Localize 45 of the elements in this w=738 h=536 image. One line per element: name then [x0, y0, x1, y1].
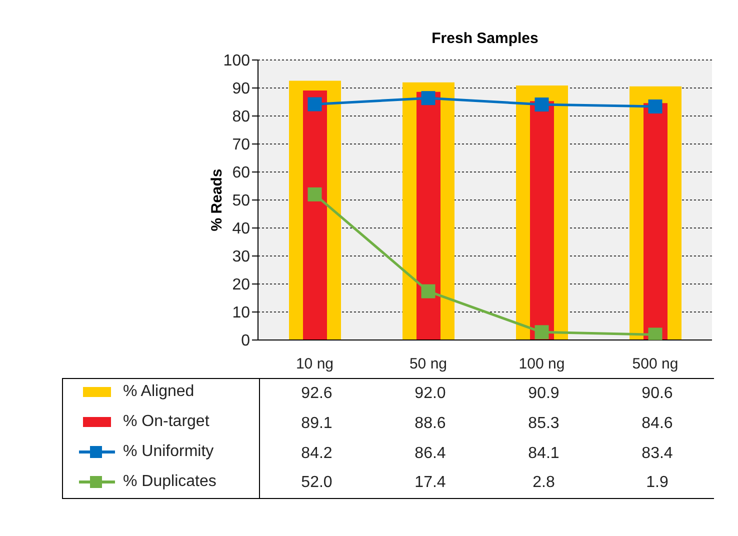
chart-title: Fresh Samples [430, 30, 540, 47]
x-tick-label: 10 ng [296, 356, 334, 373]
data-label: 83.4 [640, 444, 674, 464]
data-label: 84.6 [640, 414, 674, 434]
y-tick-label: 100 [223, 52, 250, 70]
point [308, 97, 322, 112]
legend-label: % Duplicates [123, 472, 216, 491]
data-label: 89.1 [300, 414, 334, 434]
point [308, 187, 322, 202]
legend-label: % On-target [123, 413, 210, 431]
y-tick-label: 70 [232, 136, 250, 154]
data-label: 2.8 [487, 468, 600, 498]
y-tick-label: 0 [241, 332, 250, 350]
data-label: 90.6 [600, 378, 714, 408]
point [534, 325, 549, 340]
data-label: 90.9 [487, 378, 600, 408]
y-tick-label: 30 [232, 248, 250, 266]
point [421, 284, 436, 298]
data-label: 84.2 [300, 444, 334, 464]
x-tick-label: 50 ng [409, 356, 448, 373]
y-tick-label: 60 [232, 164, 250, 182]
point [648, 99, 662, 114]
data-label: 85.3 [527, 414, 560, 434]
legend-label: % Uniformity [123, 443, 214, 461]
y-tick-label: 10 [232, 304, 250, 322]
x-tick-label: 100 ng [518, 356, 565, 373]
data-label: 92.0 [374, 378, 487, 408]
data-label: 86.4 [414, 444, 447, 464]
data-label: 1.9 [600, 468, 714, 498]
y-tick-label: 90 [232, 80, 250, 98]
data-label: 17.4 [374, 468, 487, 498]
data-label: 84.1 [527, 444, 560, 464]
point [534, 98, 549, 112]
y-axis-title: % Reads [208, 168, 226, 232]
y-tick-label: 80 [232, 108, 250, 126]
y-tick-label: 20 [232, 276, 250, 294]
point [648, 328, 662, 340]
data-label: 88.6 [414, 414, 447, 434]
legend-label: % Aligned [123, 383, 194, 402]
data-label: 52.0 [260, 468, 374, 498]
y-tick-label: 50 [232, 192, 250, 210]
data-label: 92.6 [260, 378, 374, 408]
x-tick-label: 500 ng [632, 356, 678, 373]
point [421, 91, 436, 106]
y-tick-label: 40 [232, 220, 250, 238]
